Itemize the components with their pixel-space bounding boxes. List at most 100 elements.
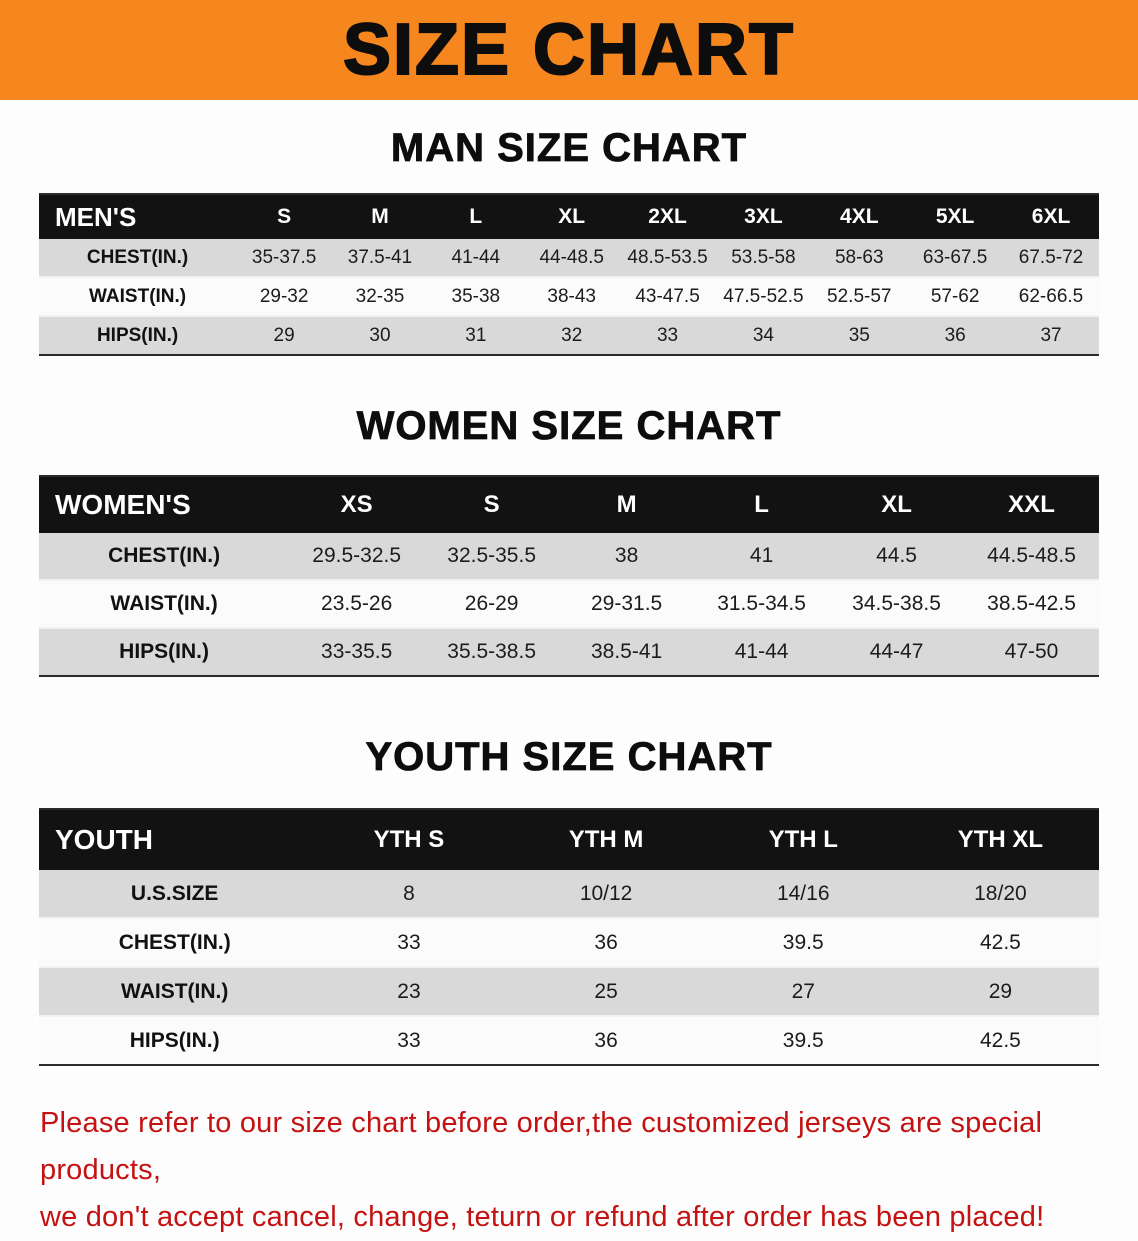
men-column-header: M [371,205,389,228]
men-cell-value: 48.5-53.5 [627,246,708,268]
women-cell-value: 38 [614,544,639,567]
women-cell-value: 47-50 [1004,640,1059,663]
men-table-row: HIPS(IN.) 29 30 31 32 33 34 35 36 37 [39,316,1099,355]
youth-row-label: HIPS(IN.) [129,1028,220,1052]
men-cell-value: 32-35 [355,285,405,307]
youth-cell-value: 36 [594,1028,618,1052]
youth-cell-value: 33 [397,1028,421,1052]
men-cell-value: 35 [848,324,870,346]
women-cell-value: 34.5-38.5 [852,592,941,615]
women-section-heading: WOMEN SIZE CHART [356,404,782,449]
women-cell-value: 29-31.5 [590,592,663,615]
women-column-header: XL [881,491,912,518]
men-cell-value: 31 [465,324,487,346]
men-cell-value: 62-66.5 [1018,285,1084,307]
men-cell-value: 29 [273,324,295,346]
men-cell-value: 43-47.5 [635,285,700,307]
men-row-label: HIPS(IN.) [96,324,179,346]
men-cell-value: 57-62 [930,285,980,307]
page-title: SIZE CHART [342,10,795,90]
women-cell-value: 38.5-41 [590,640,663,663]
men-column-header: 2XL [648,205,687,228]
women-row-label: CHEST(IN.) [108,544,221,567]
women-cell-value: 35.5-38.5 [447,640,537,663]
youth-cell-value: 18/20 [974,881,1027,905]
youth-cell-value: 27 [791,979,815,1003]
men-column-header: XL [558,205,586,228]
men-column-header: L [469,205,483,228]
youth-table-row: CHEST(IN.) 33 36 39.5 42.5 [39,918,1099,967]
youth-cell-value: 42.5 [979,1028,1021,1052]
footer-notice-line-1: Please refer to our size chart before or… [40,1107,1043,1186]
men-cell-value: 63-67.5 [922,246,988,268]
women-cell-value: 44-47 [869,640,924,663]
men-cell-value: 47.5-52.5 [723,285,804,307]
youth-column-header: YTH M [568,826,644,853]
youth-row-label: CHEST(IN.) [118,930,231,954]
men-cell-value: 44-48.5 [539,246,604,268]
youth-row-label: WAIST(IN.) [121,979,229,1003]
men-column-header: 6XL [1031,205,1071,228]
women-cell-value: 23.5-26 [321,592,393,615]
youth-cell-value: 14/16 [776,881,830,905]
youth-cell-value: 33 [397,930,421,954]
women-table-row: CHEST(IN.) 29.5-32.5 32.5-35.5 38 41 44.5 44.5… [39,533,1099,580]
youth-section-heading: YOUTH SIZE CHART [365,735,773,780]
men-column-header: 3XL [744,205,783,228]
women-cell-value: 26-29 [464,592,519,615]
women-cell-value: 41-44 [734,640,789,663]
men-cell-value: 34 [752,324,774,346]
women-column-header: M [616,491,637,518]
banner: SIZE CHART [0,0,1138,100]
women-cell-value: 32.5-35.5 [447,544,537,567]
youth-table-header-row: YOUTH YTH S YTH M YTH L YTH XL [39,809,1099,870]
men-cell-value: 36 [944,324,966,346]
women-table-row: WAIST(IN.) 23.5-26 26-29 29-31.5 31.5-34.5 34… [39,580,1099,628]
women-table-header-label: WOMEN'S [55,489,191,520]
men-cell-value: 33 [656,324,679,346]
youth-cell-value: 23 [397,979,421,1003]
youth-column-header: YTH XL [957,826,1044,853]
youth-table-row: WAIST(IN.) 23 25 27 29 [39,967,1099,1016]
youth-table-row: U.S.SIZE 8 10/12 14/16 18/20 [39,870,1099,918]
women-table-row: HIPS(IN.) 33-35.5 35.5-38.5 38.5-41 41-44 44-… [39,628,1099,676]
youth-table-header-label: YOUTH [55,824,153,855]
youth-cell-value: 29 [988,979,1013,1003]
men-table-header-label: MEN'S [55,201,137,232]
women-cell-value: 38.5-42.5 [987,592,1076,615]
men-cell-value: 52.5-57 [827,285,892,307]
women-table-header-row: WOMEN'S XS S M L XL XXL [39,476,1099,533]
women-column-header: XXL [1008,491,1055,518]
men-row-label: CHEST(IN.) [86,246,189,268]
men-size-table: MEN'S S M L XL 2XL 3XL 4XL 5XL 6XL CHEST(IN.) 35-37… [39,193,1099,356]
men-cell-value: 30 [369,324,391,346]
women-cell-value: 29.5-32.5 [312,544,402,567]
men-cell-value: 53.5-58 [731,246,796,268]
youth-cell-value: 8 [403,881,415,905]
men-cell-value: 41-44 [451,246,501,268]
footer-notice-line-2: we don't accept cancel, change, teturn o… [40,1200,1045,1233]
women-size-table: WOMEN'S XS S M L XL XXL CHEST(IN.) 29.5-32.5 32.5… [39,475,1099,677]
men-cell-value: 35-37.5 [251,246,317,268]
women-row-label: HIPS(IN.) [119,640,210,663]
men-cell-value: 38-43 [547,285,596,307]
women-column-header: XS [340,491,373,518]
women-cell-value: 31.5-34.5 [717,592,806,615]
women-column-header: L [754,491,769,518]
men-column-header: 4XL [840,205,879,228]
men-table-row: WAIST(IN.) 29-32 32-35 35-38 38-43 43-47.5 47.… [39,277,1099,316]
men-table-row: CHEST(IN.) 35-37.5 37.5-41 41-44 44-48.5 48.5… [39,239,1099,277]
youth-cell-value: 25 [594,979,618,1003]
men-row-label: WAIST(IN.) [89,285,187,307]
youth-size-table: YOUTH YTH S YTH M YTH L YTH XL U.S.SIZE 8 10/12… [39,808,1099,1066]
youth-cell-value: 10/12 [579,881,633,905]
men-section-heading: MAN SIZE CHART [390,126,748,171]
youth-row-label: U.S.SIZE [130,881,219,905]
men-size-section: MAN SIZE CHART MEN'S S M L XL 2XL 3XL 4XL 5XL 6XL… [0,126,1138,356]
men-column-header: S [277,205,292,228]
men-cell-value: 37.5-41 [347,246,413,268]
youth-column-header: YTH L [768,826,838,853]
men-cell-value: 32 [561,324,583,346]
youth-column-header: YTH S [373,826,445,853]
